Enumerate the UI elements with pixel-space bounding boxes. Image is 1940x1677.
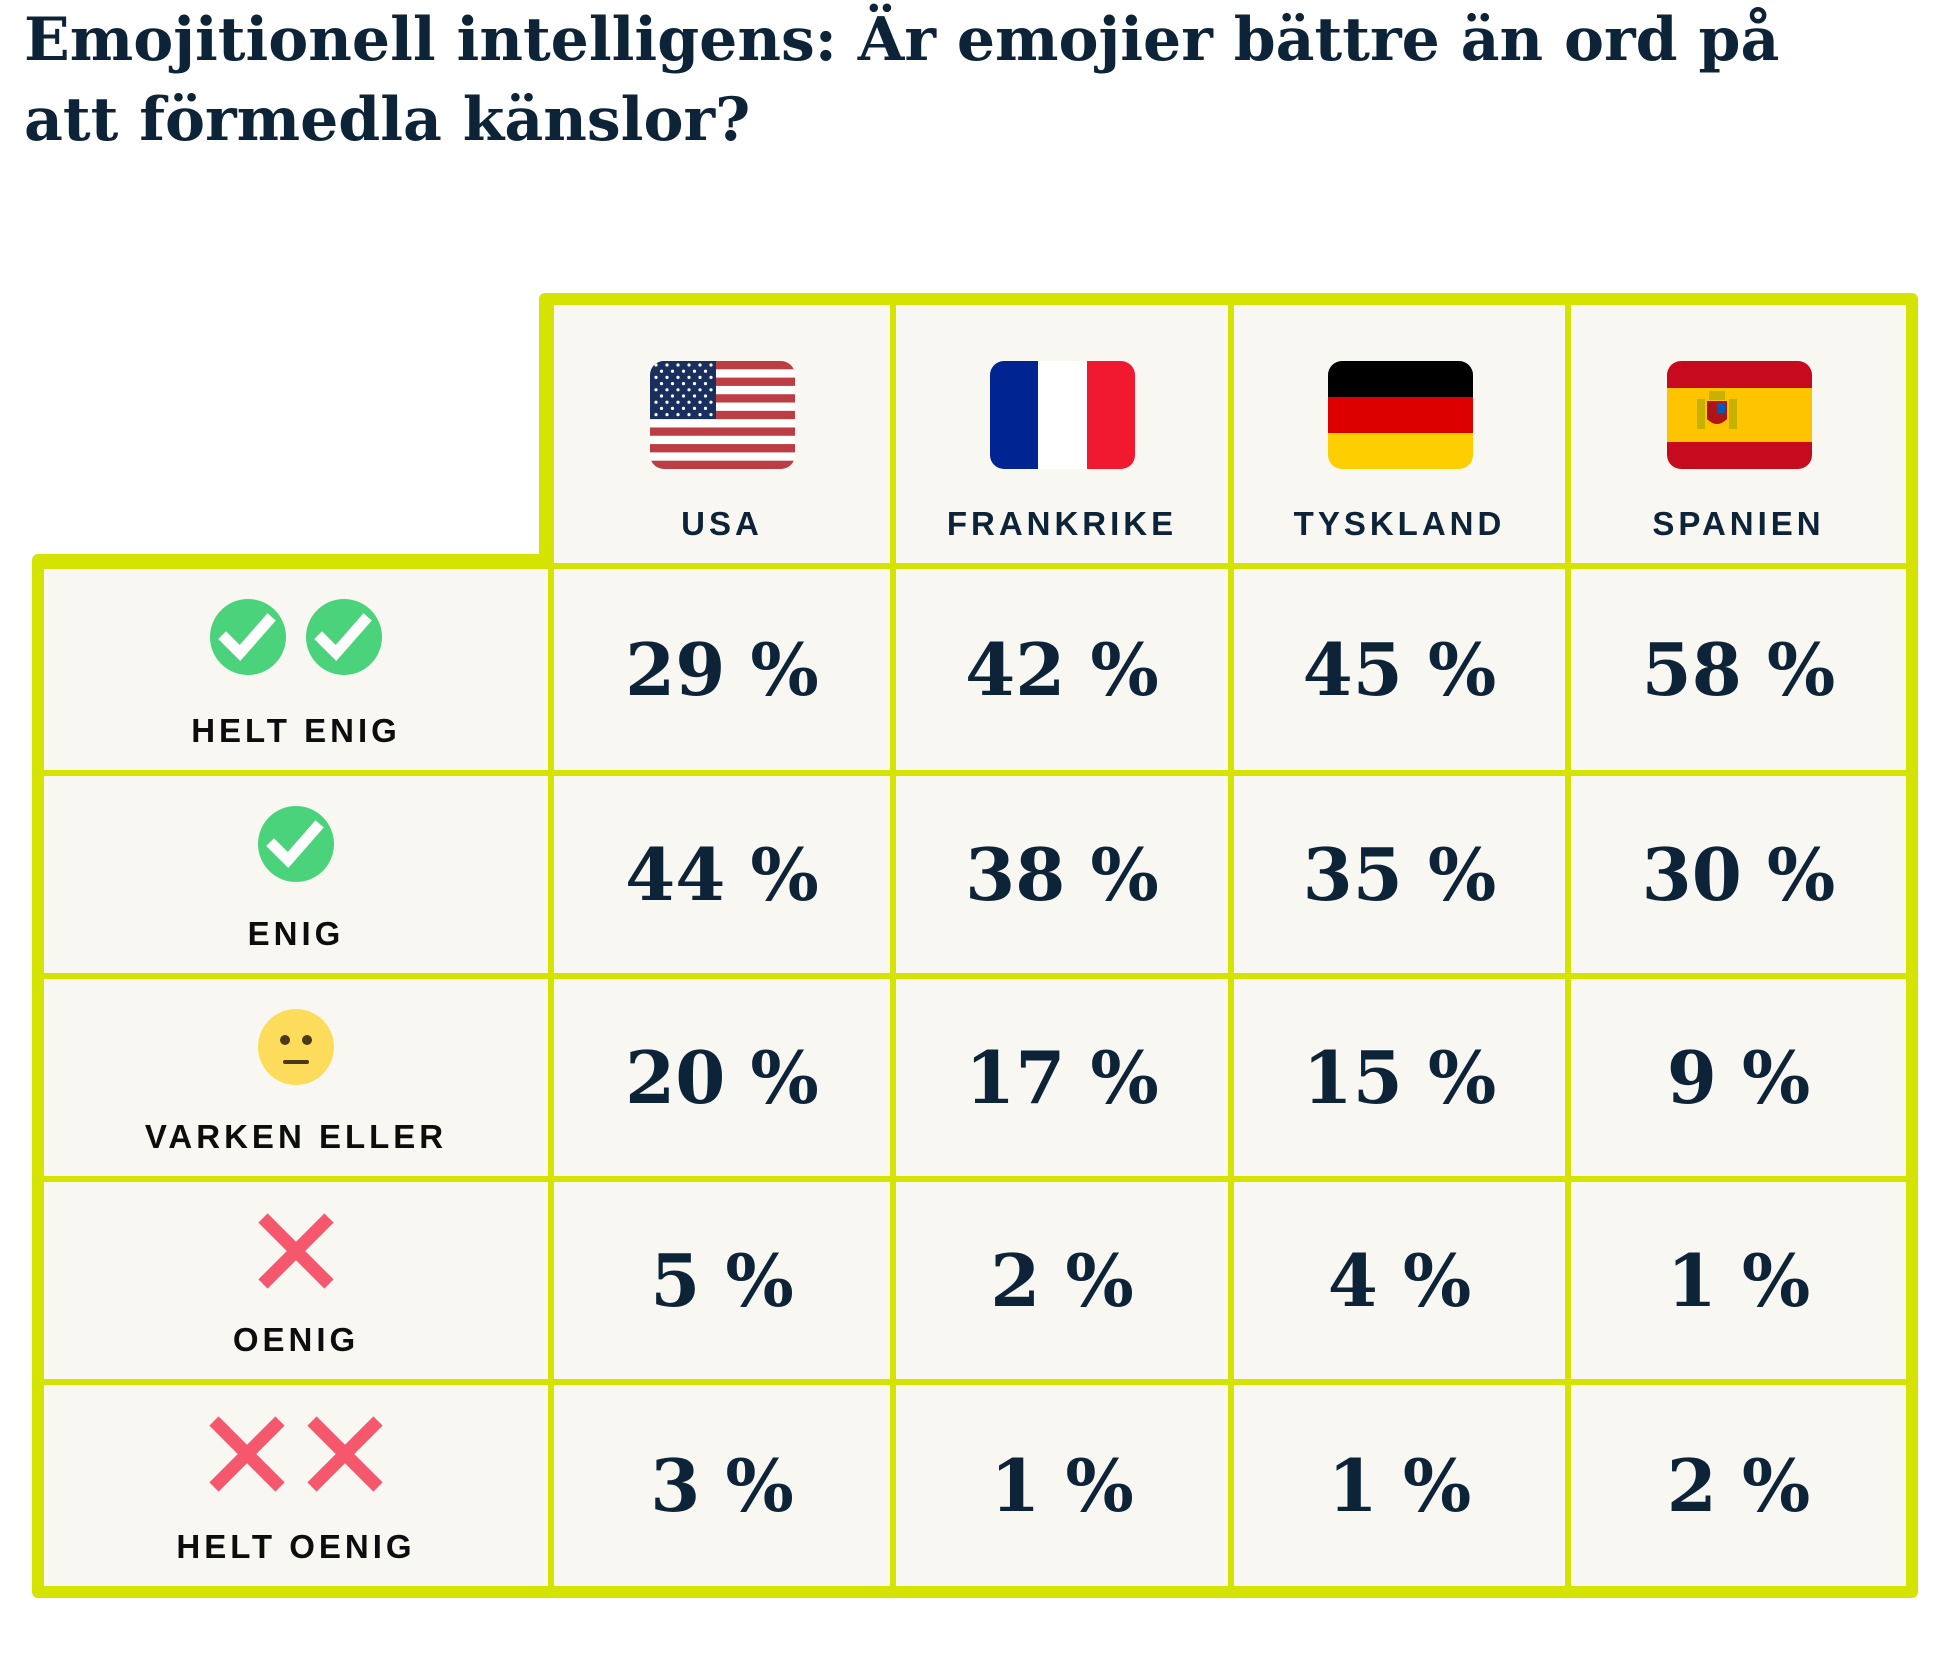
table-cell: 1 % [1571, 1182, 1906, 1379]
cell-value: 35 % [1302, 832, 1497, 917]
row-header: ENIG [44, 776, 548, 973]
column-label: TYSKLAND [1293, 505, 1506, 542]
row-header: HELT OENIG [44, 1385, 548, 1586]
table-cell: 2 % [1571, 1385, 1906, 1586]
table-cell: 45 % [1234, 569, 1565, 770]
cell-value: 2 % [1666, 1443, 1811, 1528]
row-label: HELT OENIG [176, 1528, 416, 1565]
table-cell: 1 % [1234, 1385, 1565, 1586]
double-check-icon [44, 599, 548, 679]
check-icon [44, 806, 548, 886]
cell-value: 20 % [625, 1035, 819, 1120]
cell-value: 30 % [1641, 832, 1836, 917]
table-cell: 38 % [896, 776, 1228, 973]
cell-value: 9 % [1666, 1035, 1811, 1120]
double-cross-icon [44, 1415, 548, 1495]
column-label: FRANKRIKE [946, 505, 1178, 542]
row-label: HELT ENIG [191, 712, 401, 749]
row-header: VARKEN ELLER [44, 979, 548, 1176]
cross-icon [44, 1212, 548, 1292]
cell-value: 1 % [1327, 1443, 1472, 1528]
cell-value: 2 % [990, 1238, 1134, 1323]
column-header-frankrike: FRANKRIKE [896, 305, 1228, 563]
row-header: OENIG [44, 1182, 548, 1379]
germany-flag-icon [1327, 361, 1473, 469]
table-cell: 4 % [1234, 1182, 1565, 1379]
table-cell: 3 % [554, 1385, 890, 1586]
table-cell: 17 % [896, 979, 1228, 1176]
table-cell: 2 % [896, 1182, 1228, 1379]
table-cell: 20 % [554, 979, 890, 1176]
row-label: VARKEN ELLER [144, 1118, 448, 1155]
cell-value: 38 % [965, 832, 1159, 917]
cell-value: 15 % [1302, 1035, 1497, 1120]
column-header-spanien: SPANIEN [1571, 305, 1906, 563]
row-header: HELT ENIG [44, 569, 548, 770]
cell-value: 1 % [990, 1443, 1134, 1528]
table-cell: 29 % [554, 569, 890, 770]
cell-value: 58 % [1641, 627, 1836, 712]
cell-value: 5 % [650, 1238, 794, 1323]
page-title: Emojitionell intelligens: Är emojier bät… [24, 5, 1780, 155]
table-cell: 15 % [1234, 979, 1565, 1176]
table-cell: 42 % [896, 569, 1228, 770]
table-cell: 5 % [554, 1182, 890, 1379]
cell-value: 44 % [625, 832, 819, 917]
cell-value: 45 % [1302, 627, 1497, 712]
column-header-tyskland: TYSKLAND [1234, 305, 1565, 563]
table-cell: 30 % [1571, 776, 1906, 973]
table-cell: 1 % [896, 1385, 1228, 1586]
cell-value: 4 % [1327, 1238, 1472, 1323]
row-label: OENIG [232, 1321, 360, 1358]
neutral-face-icon [44, 1009, 548, 1089]
france-flag-icon [990, 361, 1135, 469]
table-cell: 58 % [1571, 569, 1906, 770]
cell-value: 42 % [965, 627, 1159, 712]
spain-flag-icon [1666, 361, 1812, 469]
row-label: ENIG [247, 915, 345, 952]
table-cell: 9 % [1571, 979, 1906, 1176]
cell-value: 3 % [650, 1443, 794, 1528]
table-cell: 44 % [554, 776, 890, 973]
column-label: SPANIEN [1652, 505, 1825, 542]
cell-value: 1 % [1666, 1238, 1811, 1323]
cell-value: 29 % [625, 627, 819, 712]
column-label: USA [681, 505, 763, 542]
us-flag-icon [650, 361, 795, 469]
column-header-usa: USA [554, 305, 890, 563]
table-cell: 35 % [1234, 776, 1565, 973]
cell-value: 17 % [965, 1035, 1159, 1120]
